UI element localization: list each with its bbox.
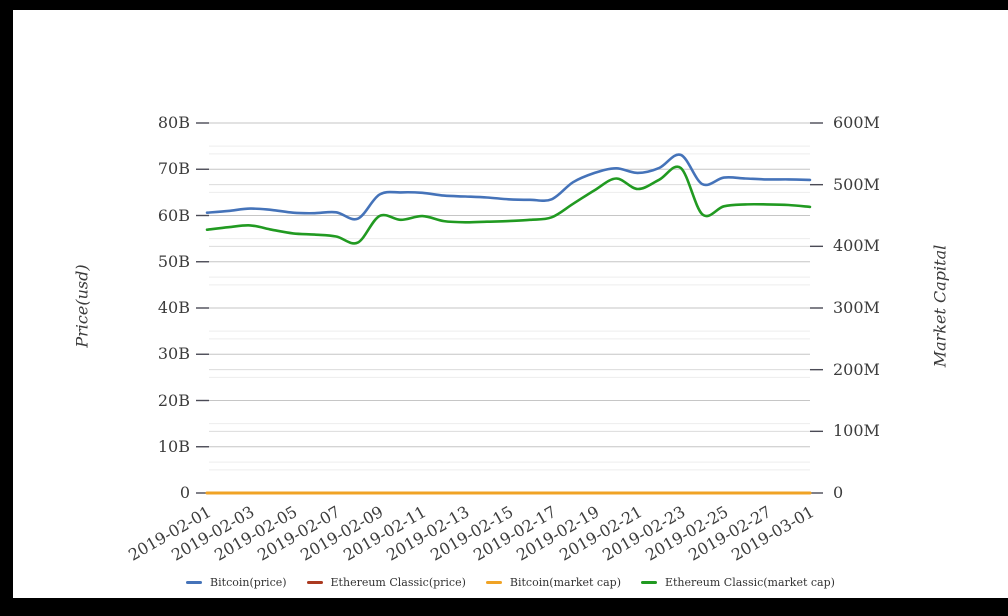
plot-area bbox=[196, 122, 823, 495]
right-axis-title: Market Capital bbox=[930, 244, 950, 368]
legend-item-0[interactable]: Bitcoin(price) bbox=[186, 576, 287, 589]
series-line-0[interactable] bbox=[205, 153, 812, 221]
left-axis-title: Price(usd) bbox=[72, 264, 92, 348]
left-axis-tick-label: 80B bbox=[157, 113, 190, 132]
legend-swatch-icon bbox=[186, 581, 203, 584]
legend-label: Bitcoin(market cap) bbox=[509, 576, 621, 589]
legend-label: Ethereum Classic(price) bbox=[330, 576, 466, 589]
left-axis-tick-label: 30B bbox=[157, 344, 190, 364]
left-axis-tick-label: 60B bbox=[157, 205, 190, 225]
right-axis-tick-label: 100M bbox=[833, 421, 880, 441]
legend-item-1[interactable]: Ethereum Classic(price) bbox=[306, 576, 466, 589]
legend-item-3[interactable]: Ethereum Classic(market cap) bbox=[640, 576, 835, 589]
left-axis-tick-label: 70B bbox=[157, 159, 190, 179]
left-axis-tick-label: 50B bbox=[157, 251, 190, 271]
right-axis-tick-label: 300M bbox=[833, 298, 880, 317]
left-axis-tick-label: 10B bbox=[157, 436, 190, 456]
right-axis-tick-label: 200M bbox=[833, 359, 880, 379]
legend-label: Ethereum Classic(market cap) bbox=[664, 576, 835, 589]
legend-label: Bitcoin(price) bbox=[210, 576, 287, 589]
legend-swatch-icon bbox=[306, 581, 323, 584]
legend-item-2[interactable]: Bitcoin(market cap) bbox=[485, 576, 621, 589]
legend-swatch-icon bbox=[485, 581, 502, 584]
right-axis-tick-label: 0 bbox=[833, 483, 844, 502]
left-axis-tick-label: 0 bbox=[179, 483, 190, 502]
right-axis-tick-label: 500M bbox=[833, 174, 880, 194]
series-line-3[interactable] bbox=[205, 165, 812, 245]
chart-page: 0 10B 20B 30B 40B 50B 60B 70B 80B 0 100M 200M 300M 4… bbox=[13, 10, 1008, 598]
legend: Bitcoin(price) Ethereum Classic(price) Bit… bbox=[13, 576, 1008, 589]
legend-swatch-icon bbox=[640, 581, 657, 584]
left-axis-tick-label: 40B bbox=[157, 298, 190, 317]
crypto-price-marketcap-chart: 0 10B 20B 30B 40B 50B 60B 70B 80B 0 100M 200M 300M 4… bbox=[13, 10, 1008, 598]
right-axis-tick-label: 600M bbox=[833, 113, 880, 132]
left-axis-tick-label: 20B bbox=[157, 390, 190, 410]
right-axis-tick-label: 400M bbox=[833, 236, 880, 256]
